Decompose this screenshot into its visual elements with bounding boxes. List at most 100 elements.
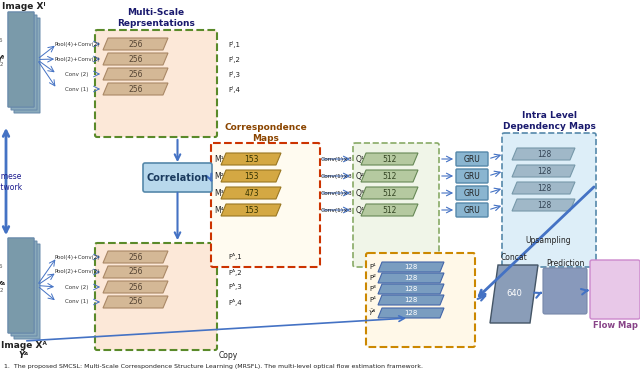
- Polygon shape: [490, 265, 538, 323]
- Polygon shape: [512, 148, 575, 160]
- Polygon shape: [361, 204, 418, 216]
- Text: 153: 153: [244, 205, 259, 215]
- Text: Conv(1)×3: Conv(1)×3: [321, 190, 353, 196]
- Text: Conv(1)×3: Conv(1)×3: [321, 173, 353, 179]
- Text: 128: 128: [537, 167, 551, 176]
- Text: Image Xᴬ: Image Xᴬ: [1, 340, 47, 350]
- Text: Conv (2): Conv (2): [65, 285, 89, 289]
- Text: 128: 128: [537, 201, 551, 209]
- Text: 1.  The proposed SMCSL: Multi-Scale Correspondence Structure Learning (MRSFL). T: 1. The proposed SMCSL: Multi-Scale Corre…: [4, 364, 423, 369]
- Text: 128: 128: [404, 297, 418, 303]
- Text: Fᴬ,3: Fᴬ,3: [228, 283, 242, 291]
- Text: Pool(4)+Conv(2): Pool(4)+Conv(2): [54, 254, 100, 260]
- Polygon shape: [103, 68, 168, 80]
- Polygon shape: [221, 153, 281, 165]
- Text: 128: 128: [537, 150, 551, 158]
- Text: P¹: P¹: [369, 264, 376, 270]
- Text: Ỹᴬ: Ỹᴬ: [19, 350, 29, 359]
- Text: 2: 2: [0, 288, 3, 293]
- Text: Pool(2)+Conv(2): Pool(2)+Conv(2): [54, 57, 100, 61]
- Text: 512: 512: [383, 189, 397, 198]
- Text: 128: 128: [404, 264, 418, 270]
- Text: Fᴵ,2: Fᴵ,2: [228, 55, 240, 62]
- Text: Intra Level
Dependency Maps: Intra Level Dependency Maps: [502, 111, 595, 131]
- Text: M¹: M¹: [214, 154, 223, 164]
- FancyBboxPatch shape: [8, 12, 34, 107]
- Text: Yᴬ: Yᴬ: [0, 281, 6, 290]
- Text: P⁴: P⁴: [369, 297, 376, 303]
- Text: Fᴬ,2: Fᴬ,2: [228, 269, 242, 276]
- Text: GRU: GRU: [463, 171, 481, 180]
- Text: M⁴: M⁴: [214, 205, 223, 215]
- Text: GRU: GRU: [463, 154, 481, 164]
- FancyBboxPatch shape: [8, 12, 34, 107]
- FancyBboxPatch shape: [8, 238, 34, 333]
- Polygon shape: [103, 38, 168, 50]
- FancyBboxPatch shape: [14, 244, 40, 339]
- Text: Prediction: Prediction: [546, 259, 584, 267]
- Text: Fᴵ,4: Fᴵ,4: [228, 86, 240, 93]
- Text: 512: 512: [383, 171, 397, 180]
- FancyBboxPatch shape: [353, 143, 439, 267]
- Text: M²: M²: [214, 171, 224, 180]
- Text: Q¹: Q¹: [356, 154, 365, 164]
- FancyBboxPatch shape: [95, 30, 217, 137]
- FancyBboxPatch shape: [543, 268, 587, 314]
- Text: Q³: Q³: [356, 189, 365, 198]
- Polygon shape: [378, 262, 444, 272]
- Text: P³: P³: [369, 286, 376, 292]
- Text: 153: 153: [244, 154, 259, 164]
- Polygon shape: [512, 199, 575, 211]
- Text: 256: 256: [129, 70, 143, 78]
- Polygon shape: [361, 187, 418, 199]
- Text: Conv (1): Conv (1): [65, 299, 89, 305]
- Text: Pool(4)+Conv(2): Pool(4)+Conv(2): [54, 42, 100, 46]
- FancyBboxPatch shape: [11, 241, 37, 336]
- Text: Pool(2)+Conv(2): Pool(2)+Conv(2): [54, 269, 100, 275]
- Text: 256: 256: [129, 84, 143, 93]
- Text: Q²: Q²: [356, 171, 365, 180]
- Polygon shape: [103, 251, 168, 263]
- Text: 153: 153: [244, 171, 259, 180]
- Text: GRU: GRU: [463, 189, 481, 198]
- Text: Conv(1)×3: Conv(1)×3: [321, 208, 353, 212]
- Text: Conv(1)×3: Conv(1)×3: [321, 157, 353, 161]
- Text: 473: 473: [244, 189, 259, 198]
- Polygon shape: [361, 153, 418, 165]
- Text: Fᴵ,3: Fᴵ,3: [228, 71, 240, 77]
- Polygon shape: [103, 296, 168, 308]
- Polygon shape: [378, 284, 444, 294]
- Text: 256: 256: [129, 282, 143, 292]
- Text: GRU: GRU: [463, 205, 481, 215]
- Text: 128: 128: [537, 183, 551, 192]
- Polygon shape: [103, 266, 168, 278]
- Text: Conv (1): Conv (1): [65, 87, 89, 92]
- Polygon shape: [221, 187, 281, 199]
- Text: Q⁴: Q⁴: [356, 205, 365, 215]
- Text: Siamese
Network: Siamese Network: [0, 172, 22, 192]
- FancyBboxPatch shape: [211, 143, 320, 267]
- FancyBboxPatch shape: [143, 163, 212, 192]
- Text: Yᴵ: Yᴵ: [0, 55, 5, 64]
- FancyBboxPatch shape: [366, 253, 475, 347]
- Text: 128: 128: [404, 286, 418, 292]
- FancyBboxPatch shape: [456, 152, 488, 166]
- FancyBboxPatch shape: [590, 260, 640, 319]
- FancyBboxPatch shape: [11, 15, 37, 110]
- FancyBboxPatch shape: [456, 169, 488, 183]
- Text: Image Xᴵ: Image Xᴵ: [3, 1, 45, 10]
- Text: 256: 256: [129, 298, 143, 307]
- Polygon shape: [512, 165, 575, 177]
- Polygon shape: [103, 281, 168, 293]
- Polygon shape: [221, 170, 281, 182]
- Text: Correspondence
Maps: Correspondence Maps: [224, 123, 307, 143]
- Polygon shape: [512, 182, 575, 194]
- Polygon shape: [378, 308, 444, 318]
- Text: 128: 128: [404, 310, 418, 316]
- Polygon shape: [361, 170, 418, 182]
- Text: 256: 256: [129, 267, 143, 276]
- Text: Correlation: Correlation: [147, 173, 209, 183]
- FancyBboxPatch shape: [502, 133, 596, 267]
- Text: 2: 2: [0, 62, 3, 67]
- Text: Fᴵ,1: Fᴵ,1: [228, 41, 240, 48]
